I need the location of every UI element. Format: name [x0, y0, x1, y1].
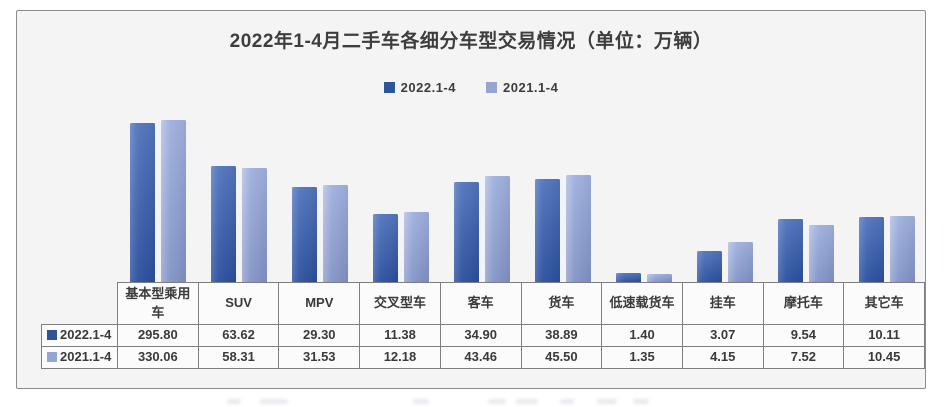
- bar-group: [441, 102, 522, 282]
- bar: [565, 175, 591, 282]
- series-swatch-icon: [47, 330, 57, 341]
- bar-plot-area: [117, 102, 927, 282]
- legend-label: 2022.1-4: [400, 80, 456, 95]
- bar: [291, 187, 317, 282]
- bar: [210, 166, 236, 282]
- bar-group: [279, 102, 360, 282]
- category-header-cell: 基本型乘用车: [116, 282, 199, 325]
- bar: [241, 168, 267, 282]
- artifact-smudge: [260, 399, 288, 404]
- artifact-smudge: [227, 399, 241, 404]
- chart-legend: 2022.1-4 2021.1-4: [17, 80, 925, 95]
- bar: [322, 185, 348, 282]
- bar: [484, 176, 510, 282]
- chart-card: 2022年1-4月二手车各细分车型交易情况（单位：万辆） 2022.1-4 202…: [16, 10, 926, 389]
- value-cell: 1.40: [601, 324, 683, 347]
- series-label-cell: 2022.1-4: [41, 324, 118, 347]
- legend-item: 2021.1-4: [486, 80, 558, 95]
- value-cell: 1.35: [601, 346, 683, 369]
- table-header-row: 基本型乘用车 SUV MPV 交叉型车 客车 货车 低速载货车 挂车 摩托车 其它车: [42, 282, 925, 325]
- value-cell: 330.06: [116, 346, 199, 369]
- category-header-cell: 货车: [520, 282, 603, 325]
- value-cell: 3.07: [681, 324, 764, 347]
- bar: [696, 251, 722, 282]
- value-cell: 11.38: [359, 324, 441, 347]
- bar: [534, 179, 560, 282]
- bar: [646, 274, 672, 282]
- data-table: 基本型乘用车 SUV MPV 交叉型车 客车 货车 低速载货车 挂车 摩托车 其它车 2022.1-…: [41, 282, 925, 369]
- value-cell: 7.52: [762, 346, 845, 369]
- artifact-smudge: [597, 399, 617, 404]
- legend-swatch-icon: [383, 82, 395, 93]
- bar: [808, 225, 834, 282]
- bar-group: [603, 102, 684, 282]
- value-cell: 12.18: [359, 346, 441, 369]
- legend-item: 2022.1-4: [383, 80, 456, 95]
- value-cell: 295.80: [116, 324, 199, 347]
- value-cell: 10.45: [843, 346, 925, 369]
- bar: [160, 120, 186, 282]
- series-label-cell: 2021.1-4: [41, 346, 118, 369]
- table-row: 2022.1-4 295.80 63.62 29.30 11.38 34.90 38.89 1…: [41, 324, 925, 347]
- value-cell: 29.30: [278, 324, 361, 347]
- category-header-cell: 客车: [439, 282, 522, 325]
- legend-swatch-icon: [486, 82, 497, 93]
- value-cell: 9.54: [762, 324, 845, 347]
- value-cell: 34.90: [439, 324, 522, 347]
- bar: [129, 123, 155, 282]
- category-header-cell: MPV: [278, 282, 361, 325]
- legend-label: 2021.1-4: [503, 80, 559, 95]
- category-header-cell: 低速载货车: [601, 282, 683, 325]
- bar-group: [360, 102, 441, 282]
- category-header-cell: 其它车: [843, 282, 925, 325]
- value-cell: 63.62: [197, 324, 280, 347]
- value-cell: 10.11: [843, 324, 925, 347]
- artifact-smudge: [413, 399, 429, 404]
- value-cell: 43.46: [439, 346, 522, 369]
- bar-group: [684, 102, 765, 282]
- bar: [403, 212, 429, 282]
- bar: [453, 182, 479, 282]
- artifact-smudge: [488, 399, 506, 404]
- bar-group: [198, 102, 279, 282]
- value-cell: 45.50: [520, 346, 603, 369]
- value-cell: 38.89: [520, 324, 603, 347]
- chart-title: 2022年1-4月二手车各细分车型交易情况（单位：万辆）: [229, 31, 713, 52]
- category-header-cell: SUV: [197, 282, 280, 325]
- table-row: 2021.1-4 330.06 58.31 31.53 12.18 43.46 45.50 1…: [41, 346, 925, 369]
- bar: [889, 216, 915, 282]
- bar-group: [522, 102, 603, 282]
- bar: [727, 242, 753, 282]
- category-header-cell: 摩托车: [762, 282, 845, 325]
- bar-group: [117, 102, 198, 282]
- artifact-smudge: [560, 399, 574, 404]
- category-header-cell: 挂车: [681, 282, 764, 325]
- bar-group: [846, 102, 927, 282]
- category-header-cell: 交叉型车: [359, 282, 441, 325]
- table-body: 基本型乘用车 SUV MPV 交叉型车 客车 货车 低速载货车 挂车 摩托车 其它车 2022.1-…: [41, 282, 925, 369]
- bar: [372, 214, 398, 282]
- bar: [858, 217, 884, 282]
- value-cell: 58.31: [197, 346, 280, 369]
- value-cell: 31.53: [278, 346, 361, 369]
- artifact-smudge: [516, 399, 538, 404]
- artifact-smudge: [633, 399, 649, 404]
- bar-group: [765, 102, 846, 282]
- bar: [615, 273, 641, 282]
- value-cell: 4.15: [681, 346, 764, 369]
- series-swatch-icon: [47, 352, 57, 363]
- table-spacer-cell: [42, 283, 118, 325]
- bar: [777, 219, 803, 282]
